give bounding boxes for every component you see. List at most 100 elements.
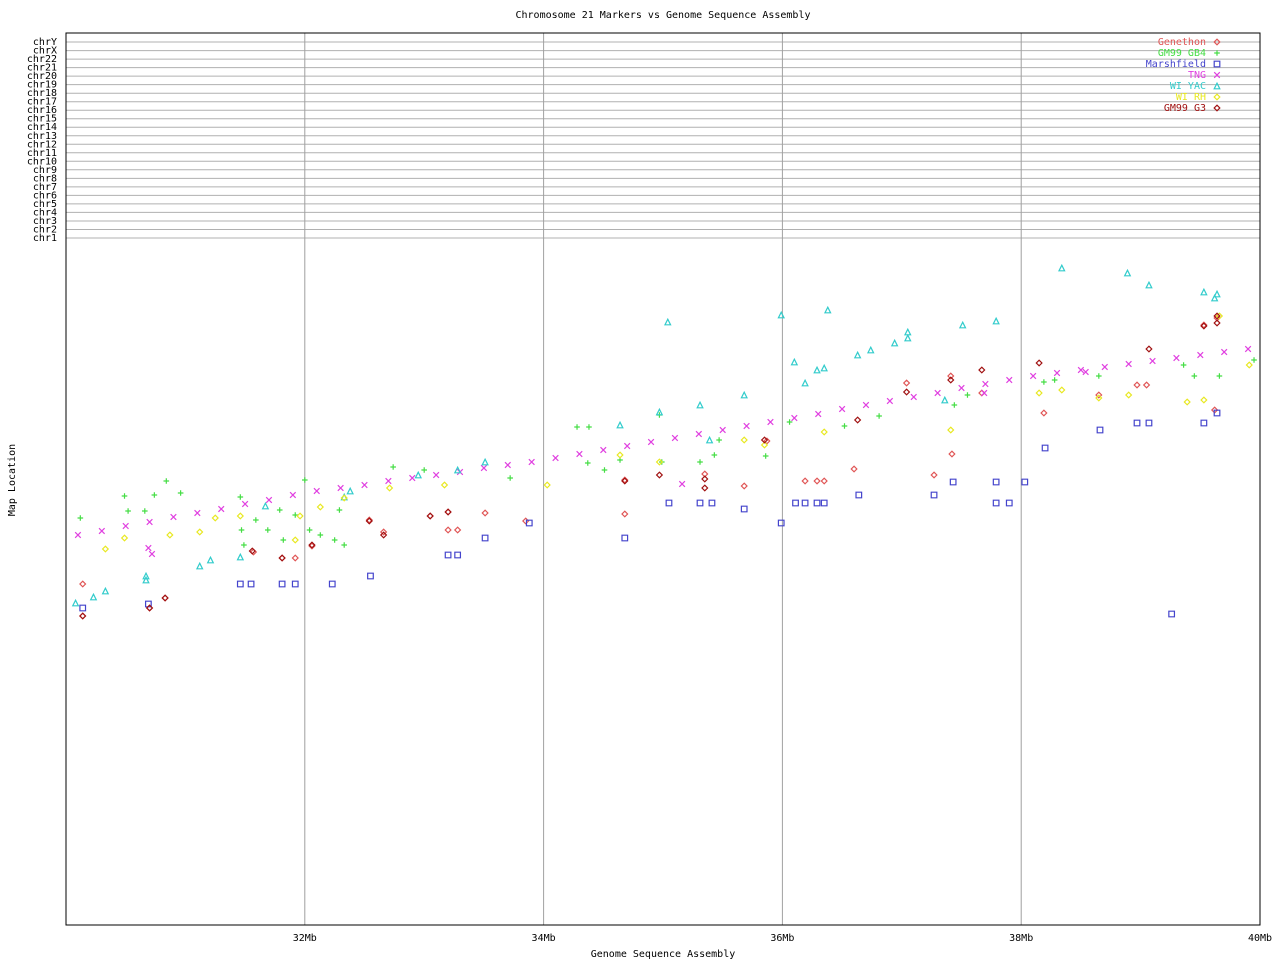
data-point xyxy=(820,428,828,436)
data-point xyxy=(886,397,894,405)
data-point xyxy=(241,542,247,548)
data-point xyxy=(196,528,204,536)
data-point xyxy=(337,484,344,492)
data-point xyxy=(151,492,158,498)
data-point xyxy=(552,454,559,462)
data-point xyxy=(194,509,201,517)
data-point xyxy=(601,467,608,473)
data-point xyxy=(655,407,664,416)
data-point xyxy=(79,604,87,612)
data-point xyxy=(145,604,154,612)
legend-marker xyxy=(1214,50,1220,56)
data-point xyxy=(980,389,988,397)
data-point xyxy=(838,405,846,413)
data-point xyxy=(665,499,673,507)
data-point xyxy=(992,478,1000,486)
data-point xyxy=(824,305,832,314)
y-tick-label: chr7 xyxy=(33,182,57,193)
y-tick-label: chrY xyxy=(33,37,57,48)
data-point xyxy=(697,459,703,465)
chart-title: Chromosome 21 Markers vs Genome Sequence… xyxy=(515,10,810,21)
data-point xyxy=(1145,345,1153,353)
data-point xyxy=(241,500,249,508)
data-point xyxy=(576,450,583,458)
data-point xyxy=(292,512,299,518)
data-point xyxy=(616,420,624,429)
data-point xyxy=(170,513,177,521)
data-point xyxy=(1220,348,1228,356)
data-point xyxy=(316,503,324,511)
data-point xyxy=(1133,419,1141,427)
data-point xyxy=(1200,322,1208,330)
y-tick-label: chr12 xyxy=(27,139,57,150)
data-point xyxy=(910,393,917,401)
data-point xyxy=(740,390,748,399)
data-point xyxy=(211,514,219,522)
data-point xyxy=(365,516,373,524)
data-point xyxy=(1215,312,1224,320)
data-point xyxy=(453,465,462,474)
data-point xyxy=(813,477,821,485)
y-tick-label: chr19 xyxy=(27,80,57,91)
data-point xyxy=(525,519,533,527)
data-point xyxy=(1058,386,1066,394)
data-point xyxy=(696,499,704,507)
y-tick-label: chrX xyxy=(33,46,57,57)
data-point xyxy=(890,338,899,347)
data-point xyxy=(1123,268,1132,277)
data-point xyxy=(941,395,949,404)
data-point xyxy=(236,552,245,561)
data-point xyxy=(1096,426,1104,434)
data-point xyxy=(507,475,513,481)
data-point xyxy=(142,571,150,580)
data-point xyxy=(719,426,726,434)
data-point xyxy=(696,400,704,409)
data-point xyxy=(1142,381,1151,389)
data-point xyxy=(390,464,396,470)
data-point xyxy=(121,493,128,499)
data-point xyxy=(655,458,664,466)
data-point xyxy=(695,430,703,438)
data-point xyxy=(964,392,971,398)
data-point xyxy=(1200,419,1208,427)
data-point xyxy=(1210,293,1219,302)
data-point xyxy=(440,481,449,489)
data-point xyxy=(302,477,308,483)
data-point xyxy=(1095,394,1103,402)
data-point xyxy=(1051,377,1058,383)
data-point xyxy=(1197,351,1204,359)
data-point xyxy=(1035,359,1043,367)
data-point xyxy=(740,436,748,444)
legend-marker xyxy=(1213,93,1221,101)
data-point xyxy=(291,554,299,562)
data-point xyxy=(331,537,338,543)
data-point xyxy=(716,437,722,443)
data-point xyxy=(125,508,131,514)
data-point xyxy=(79,580,87,588)
data-point xyxy=(142,575,150,584)
y-tick-label: chr21 xyxy=(27,63,57,74)
data-point xyxy=(949,478,957,486)
data-point xyxy=(253,517,259,523)
data-point xyxy=(77,515,84,521)
data-point xyxy=(1041,444,1049,452)
data-point xyxy=(336,507,343,513)
data-point xyxy=(122,522,129,530)
data-point xyxy=(1200,287,1208,296)
data-point xyxy=(421,467,427,473)
data-point xyxy=(982,380,989,388)
data-point xyxy=(1021,478,1029,486)
data-point xyxy=(1200,396,1208,404)
data-point xyxy=(934,389,941,397)
legend-label: WI YAC xyxy=(1170,81,1206,92)
legend-marker xyxy=(1213,71,1221,79)
y-tick-label: chr6 xyxy=(33,190,57,201)
data-point xyxy=(621,476,629,484)
data-point xyxy=(1101,363,1109,371)
data-point xyxy=(1145,419,1153,427)
data-point xyxy=(146,518,153,526)
y-tick-label: chr1 xyxy=(33,233,57,244)
data-point xyxy=(708,499,716,507)
